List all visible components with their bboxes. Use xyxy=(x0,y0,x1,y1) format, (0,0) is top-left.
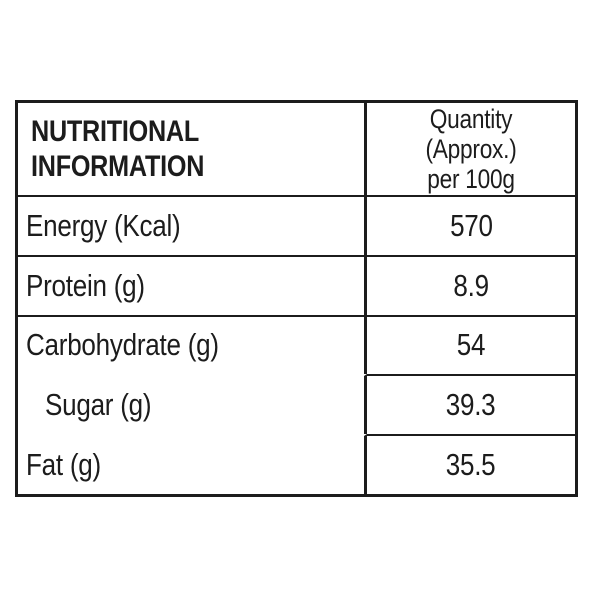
header-nutritional-information-text: NUTRITIONAL INFORMATION xyxy=(31,114,205,183)
row-label-protein-text: Protein (g) xyxy=(26,267,145,303)
row-value-energy-text: 570 xyxy=(449,207,493,243)
header-quantity-per-100g: Quantity (Approx.) per 100g xyxy=(367,103,575,195)
row-value-protein-text: 8.9 xyxy=(453,267,489,303)
row-value-carbohydrate-text: 54 xyxy=(456,327,486,363)
row-label-fat: Fat (g) xyxy=(18,434,367,494)
row-label-protein: Protein (g) xyxy=(18,254,367,315)
header-nutritional-information: NUTRITIONAL INFORMATION xyxy=(18,103,367,195)
row-label-sugar: Sugar (g) xyxy=(18,374,367,435)
row-label-energy: Energy (Kcal) xyxy=(18,195,367,255)
row-value-sugar-text: 39.3 xyxy=(446,387,496,423)
row-value-energy: 570 xyxy=(367,195,575,255)
row-value-fat-text: 35.5 xyxy=(446,447,496,483)
row-label-carbohydrate-text: Carbohydrate (g) xyxy=(26,327,219,363)
nutrition-table: NUTRITIONAL INFORMATION Quantity (Approx… xyxy=(15,100,578,497)
row-value-fat: 35.5 xyxy=(367,434,575,494)
row-value-carbohydrate: 54 xyxy=(367,314,575,375)
row-value-sugar: 39.3 xyxy=(367,374,575,435)
row-label-fat-text: Fat (g) xyxy=(26,447,101,483)
row-label-carbohydrate: Carbohydrate (g) xyxy=(18,314,367,375)
header-quantity-per-100g-text: Quantity (Approx.) per 100g xyxy=(425,103,517,195)
row-value-protein: 8.9 xyxy=(367,254,575,315)
row-label-sugar-text: Sugar (g) xyxy=(45,387,152,423)
row-label-energy-text: Energy (Kcal) xyxy=(26,207,181,243)
